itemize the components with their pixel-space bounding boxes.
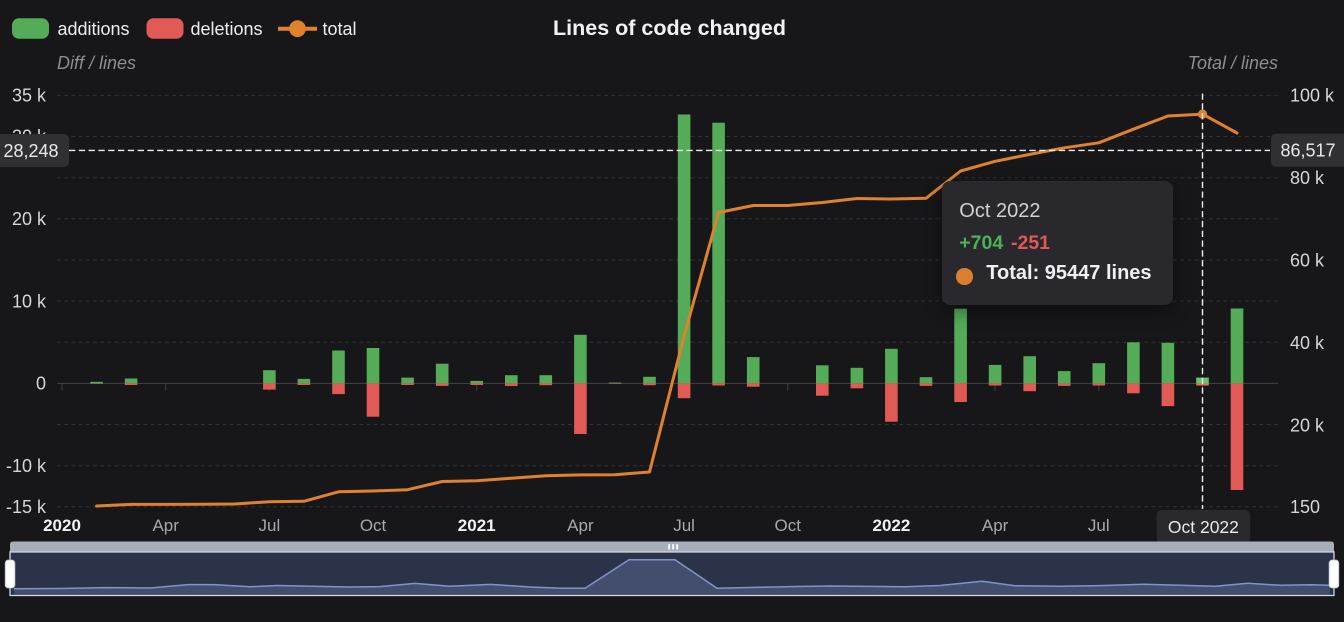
svg-text:Total / lines: Total / lines — [1188, 53, 1278, 73]
svg-text:Lines of code changed: Lines of code changed — [553, 16, 786, 40]
svg-text:additions: additions — [58, 19, 130, 39]
svg-text:total: total — [323, 19, 357, 39]
svg-text:Jul: Jul — [258, 516, 280, 535]
svg-text:40 k: 40 k — [1290, 333, 1325, 353]
svg-text:150: 150 — [1290, 497, 1320, 517]
svg-text:Oct: Oct — [775, 516, 802, 535]
svg-text:60 k: 60 k — [1290, 250, 1325, 270]
svg-text:20 k: 20 k — [1290, 415, 1325, 435]
svg-text:Apr: Apr — [152, 516, 179, 535]
svg-text:Jul: Jul — [1088, 516, 1110, 535]
svg-text:86,517: 86,517 — [1280, 141, 1335, 161]
svg-text:-15 k: -15 k — [6, 497, 47, 517]
svg-text:80 k: 80 k — [1290, 168, 1325, 188]
svg-text:28,248: 28,248 — [3, 141, 58, 161]
svg-text:Apr: Apr — [567, 516, 594, 535]
svg-text:20 k: 20 k — [12, 209, 47, 229]
svg-text:35 k: 35 k — [12, 86, 47, 106]
svg-text:Jul: Jul — [673, 516, 695, 535]
svg-text:100 k: 100 k — [1290, 86, 1335, 106]
svg-text:deletions: deletions — [191, 19, 263, 39]
svg-text:Apr: Apr — [982, 516, 1009, 535]
svg-text:Diff / lines: Diff / lines — [57, 53, 136, 73]
svg-text:Oct: Oct — [360, 516, 387, 535]
svg-text:10 k: 10 k — [12, 291, 47, 311]
svg-text:-10 k: -10 k — [6, 456, 47, 476]
svg-text:Oct 2022: Oct 2022 — [1168, 517, 1239, 537]
svg-text:0: 0 — [36, 374, 46, 394]
svg-text:2020: 2020 — [43, 516, 81, 535]
svg-text:2021: 2021 — [458, 516, 496, 535]
svg-text:2022: 2022 — [873, 516, 911, 535]
